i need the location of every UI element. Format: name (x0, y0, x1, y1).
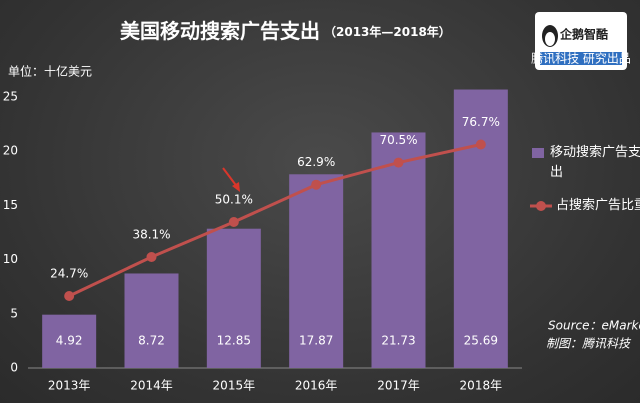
line (68, 143, 482, 298)
x-tick-label: 2015年 (213, 379, 256, 393)
legend-label: 移动搜索广告支出 (550, 145, 640, 180)
legend-item: 移动搜索广告支出 (530, 143, 640, 183)
legend-swatch-marker (536, 201, 546, 211)
chart-subtitle: （2013年—2018年） (324, 24, 451, 39)
bar-value-label: 17.87 (299, 334, 333, 348)
logo-band (540, 52, 622, 65)
y-tick-label: 20 (3, 144, 18, 158)
bar (124, 273, 179, 368)
y-axis-label: 单位：十亿美元 (8, 64, 92, 79)
line-value-label: 76.7% (462, 115, 500, 129)
chart-title-group: 美国移动搜索广告支出 （2013年—2018年） (120, 19, 451, 43)
bar (42, 314, 97, 368)
bar (206, 228, 261, 368)
line-marker (228, 217, 239, 228)
bar (289, 174, 344, 368)
line-value-label: 50.1% (215, 193, 253, 207)
legend-swatch-rect (532, 148, 544, 158)
y-tick-label: 15 (3, 198, 18, 212)
y-tick-label: 0 (10, 361, 18, 375)
bar (371, 132, 426, 368)
bar-value-label: 4.92 (56, 334, 83, 348)
annotation-arrowhead (232, 182, 240, 192)
source: Source：eMarketer (548, 319, 640, 333)
bar-value-label: 12.85 (217, 334, 251, 348)
line-value-label: 24.7% (50, 267, 88, 281)
x-tick-label: 2018年 (460, 379, 503, 393)
line-marker (146, 251, 157, 262)
line-value-label: 38.1% (132, 227, 170, 241)
line-value-label: 62.9% (297, 155, 335, 169)
logo-penguin-belly (545, 32, 555, 46)
logo-title: 企鹅智酷 (559, 27, 608, 42)
line-marker (475, 139, 486, 150)
x-tick-label: 2013年 (48, 379, 91, 393)
bar-value-label: 21.73 (381, 334, 415, 348)
logo-subtitle: 腾讯科技 研究出品 (531, 51, 631, 66)
x-tick-label: 2014年 (130, 379, 173, 393)
bar-value-label: 8.72 (138, 334, 165, 348)
line-marker (64, 291, 75, 302)
y-tick-label: 5 (10, 306, 18, 320)
legend-label: 占搜索广告比重 (556, 198, 640, 213)
legend-item: 占搜索广告比重 (530, 196, 640, 216)
legend-swatch (532, 148, 544, 158)
x-tick-label: 2016年 (295, 379, 338, 393)
x-tick-label: 2017年 (377, 379, 420, 393)
chart-title: 美国移动搜索广告支出 (120, 19, 320, 43)
line-marker (311, 179, 322, 190)
y-tick-label: 25 (3, 90, 18, 104)
line-marker (393, 157, 404, 168)
bar-value-label: 25.69 (464, 334, 498, 348)
legend-swatch (530, 201, 552, 211)
credit: 制图：腾讯科技 (546, 337, 632, 351)
y-tick-label: 10 (3, 252, 18, 266)
line-value-label: 70.5% (379, 133, 417, 147)
bar (453, 89, 508, 369)
